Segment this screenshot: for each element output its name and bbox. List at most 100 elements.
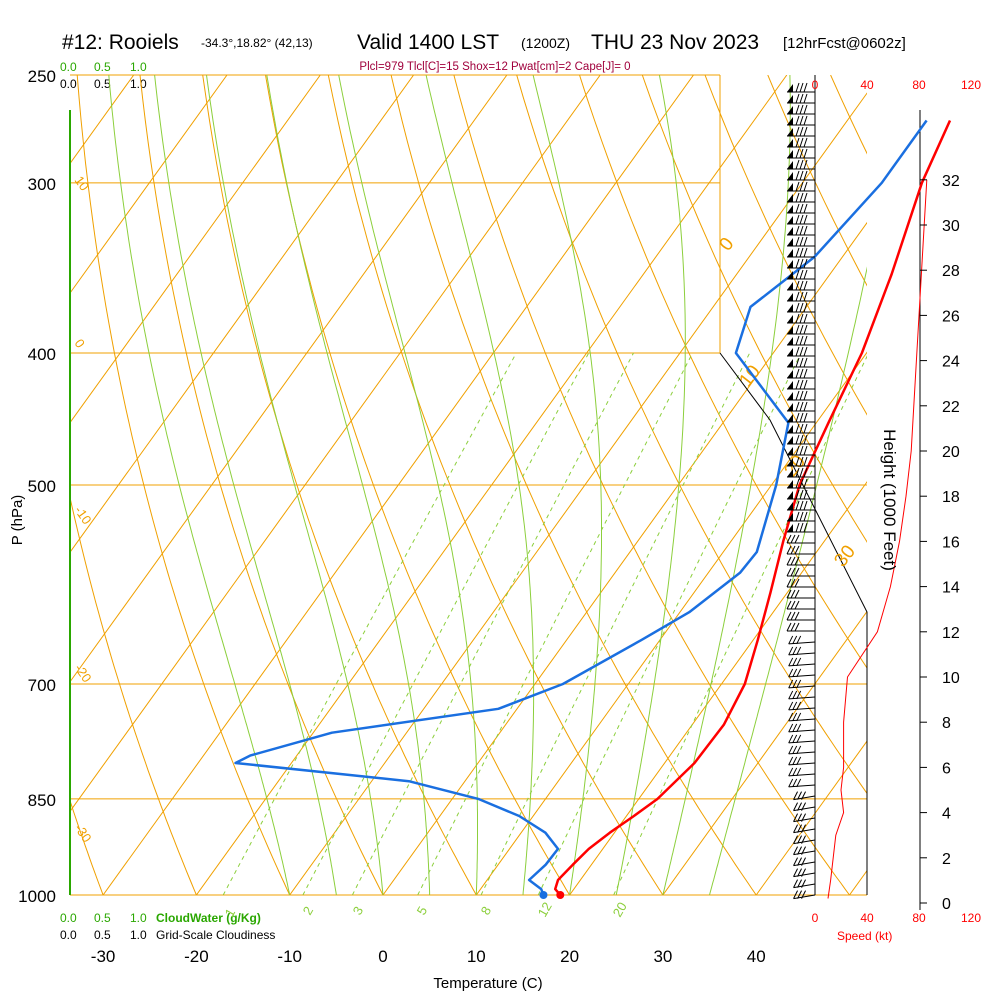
wind-barb xyxy=(786,611,815,621)
pressure-tick-700: 700 xyxy=(28,676,56,695)
utc-time: (1200Z) xyxy=(521,35,570,51)
height-tick-14: 14 xyxy=(942,580,960,597)
wind-barb xyxy=(793,857,816,867)
dry-adiabat-label-3: -20 xyxy=(72,661,95,685)
dry-adiabat--20 xyxy=(70,495,197,895)
wind-barb xyxy=(787,522,815,533)
wind-barb xyxy=(787,368,815,379)
speed-tick-top-1: 40 xyxy=(860,78,874,92)
pressure-tick-300: 300 xyxy=(28,175,56,194)
cw-top-0: 0.0 xyxy=(60,60,77,74)
isotherm-0 xyxy=(382,221,867,895)
dry-adiabat-40 xyxy=(390,75,757,895)
wind-barb xyxy=(787,412,815,423)
height-tick-16: 16 xyxy=(942,534,960,551)
isotherm--10 xyxy=(289,92,867,895)
wind-barb xyxy=(793,791,816,801)
temp-tick-10: 10 xyxy=(467,947,486,966)
station-title: #12: Rooiels xyxy=(62,31,179,54)
moist-adiabat--5 xyxy=(154,75,337,895)
wind-barb xyxy=(787,456,815,467)
pressure-tick-400: 400 xyxy=(28,345,56,364)
height-tick-6: 6 xyxy=(942,760,951,777)
wind-barb xyxy=(787,170,815,181)
wind-barb xyxy=(787,346,815,357)
moist-adiabat-lines xyxy=(108,75,867,895)
wind-barb xyxy=(788,745,816,755)
mixing-ratio-8 xyxy=(480,352,751,895)
wind-barb xyxy=(787,203,815,214)
height-tick-18: 18 xyxy=(942,489,960,506)
moist-adiabat-20 xyxy=(532,75,602,895)
dry-adiabat-label-1: 0 xyxy=(72,336,88,351)
mixing-ratio-2 xyxy=(302,352,590,895)
dry-adiabat-60 xyxy=(516,75,867,795)
wind-barb xyxy=(788,712,816,722)
cloudwater-scale-bottom: 0.0 0.5 1.0 CloudWater (g/Kg) 0.0 0.5 1.… xyxy=(60,911,275,942)
cl-top-1: 0.5 xyxy=(94,77,111,91)
cw-top-1: 0.5 xyxy=(94,60,111,74)
wind-barb xyxy=(787,137,815,148)
cl-top-2: 1.0 xyxy=(130,77,147,91)
moist-adiabat-15 xyxy=(425,75,535,895)
indices-line: Plcl=979 Tlcl[C]=15 Shox=12 Pwat[cm]=2 C… xyxy=(359,61,630,73)
pressure-tick-500: 500 xyxy=(28,477,56,496)
y-axis-label: P (hPa) xyxy=(9,495,26,546)
forecast-date: THU 23 Nov 2023 xyxy=(591,31,759,54)
dry-adiabat-80 xyxy=(641,75,867,543)
wind-barb xyxy=(787,434,815,445)
wind-barb xyxy=(787,390,815,401)
cl-bot-2: 1.0 xyxy=(130,928,147,942)
isotherm--20 xyxy=(195,75,788,895)
surface-temperature-marker xyxy=(556,891,565,899)
wind-barb xyxy=(787,159,815,170)
wind-barb xyxy=(793,835,816,845)
station-coords: -34.3°,18.82° (42,13) xyxy=(201,36,313,50)
cw-bot-1: 0.5 xyxy=(94,911,111,925)
dewpoint-profile xyxy=(234,119,928,896)
isotherm--40 xyxy=(70,75,601,813)
dry-adiabat--30 xyxy=(70,799,104,895)
wind-barb xyxy=(788,679,816,689)
height-tick-0: 0 xyxy=(942,896,951,913)
mixing-ratio-20 xyxy=(613,355,867,895)
wind-barb xyxy=(788,646,816,656)
temp-tick-40: 40 xyxy=(747,947,766,966)
mixing-ratio-lines xyxy=(222,352,867,895)
wind-barb xyxy=(787,511,815,522)
wind-barb xyxy=(787,379,815,390)
cloudwater-scale-top: 0.0 0.5 1.0 0.0 0.5 1.0 xyxy=(60,60,147,91)
wind-barb xyxy=(787,291,815,302)
speed-tick-top-0: 0 xyxy=(812,78,819,92)
dry-adiabat-90 xyxy=(704,75,867,416)
wind-barb xyxy=(786,545,815,555)
mixing-ratio-3 xyxy=(351,352,634,895)
cw-bot-2: 1.0 xyxy=(130,911,147,925)
wind-barb xyxy=(787,104,815,115)
wind-barb xyxy=(788,778,816,788)
wind-barb xyxy=(793,846,816,856)
mixing-ratio-label-5: 12 xyxy=(535,899,555,919)
temp-tick--10: -10 xyxy=(277,947,302,966)
wind-barb xyxy=(787,258,815,269)
plot-frame xyxy=(69,75,921,910)
wind-barb xyxy=(787,478,815,489)
isotherm--80 xyxy=(70,75,228,294)
dry-adiabat-70 xyxy=(579,75,867,669)
moist-adiabat-label-3: 30 xyxy=(830,541,860,571)
dry-adiabat-label-0: 10 xyxy=(72,173,93,193)
cl-top-0: 0.0 xyxy=(60,77,77,91)
isotherm--60 xyxy=(70,75,415,554)
x-axis-label: Temperature (C) xyxy=(433,975,542,992)
mixing-ratio-label-2: 3 xyxy=(350,904,367,918)
wind-barb xyxy=(786,578,815,588)
wind-barb xyxy=(788,701,816,711)
height-tick-30: 30 xyxy=(942,218,960,235)
isotherm-30 xyxy=(662,610,867,895)
moist-adiabat-30 xyxy=(662,75,791,895)
speed-tick-top-3: 120 xyxy=(961,78,981,92)
wind-barb xyxy=(788,723,816,733)
